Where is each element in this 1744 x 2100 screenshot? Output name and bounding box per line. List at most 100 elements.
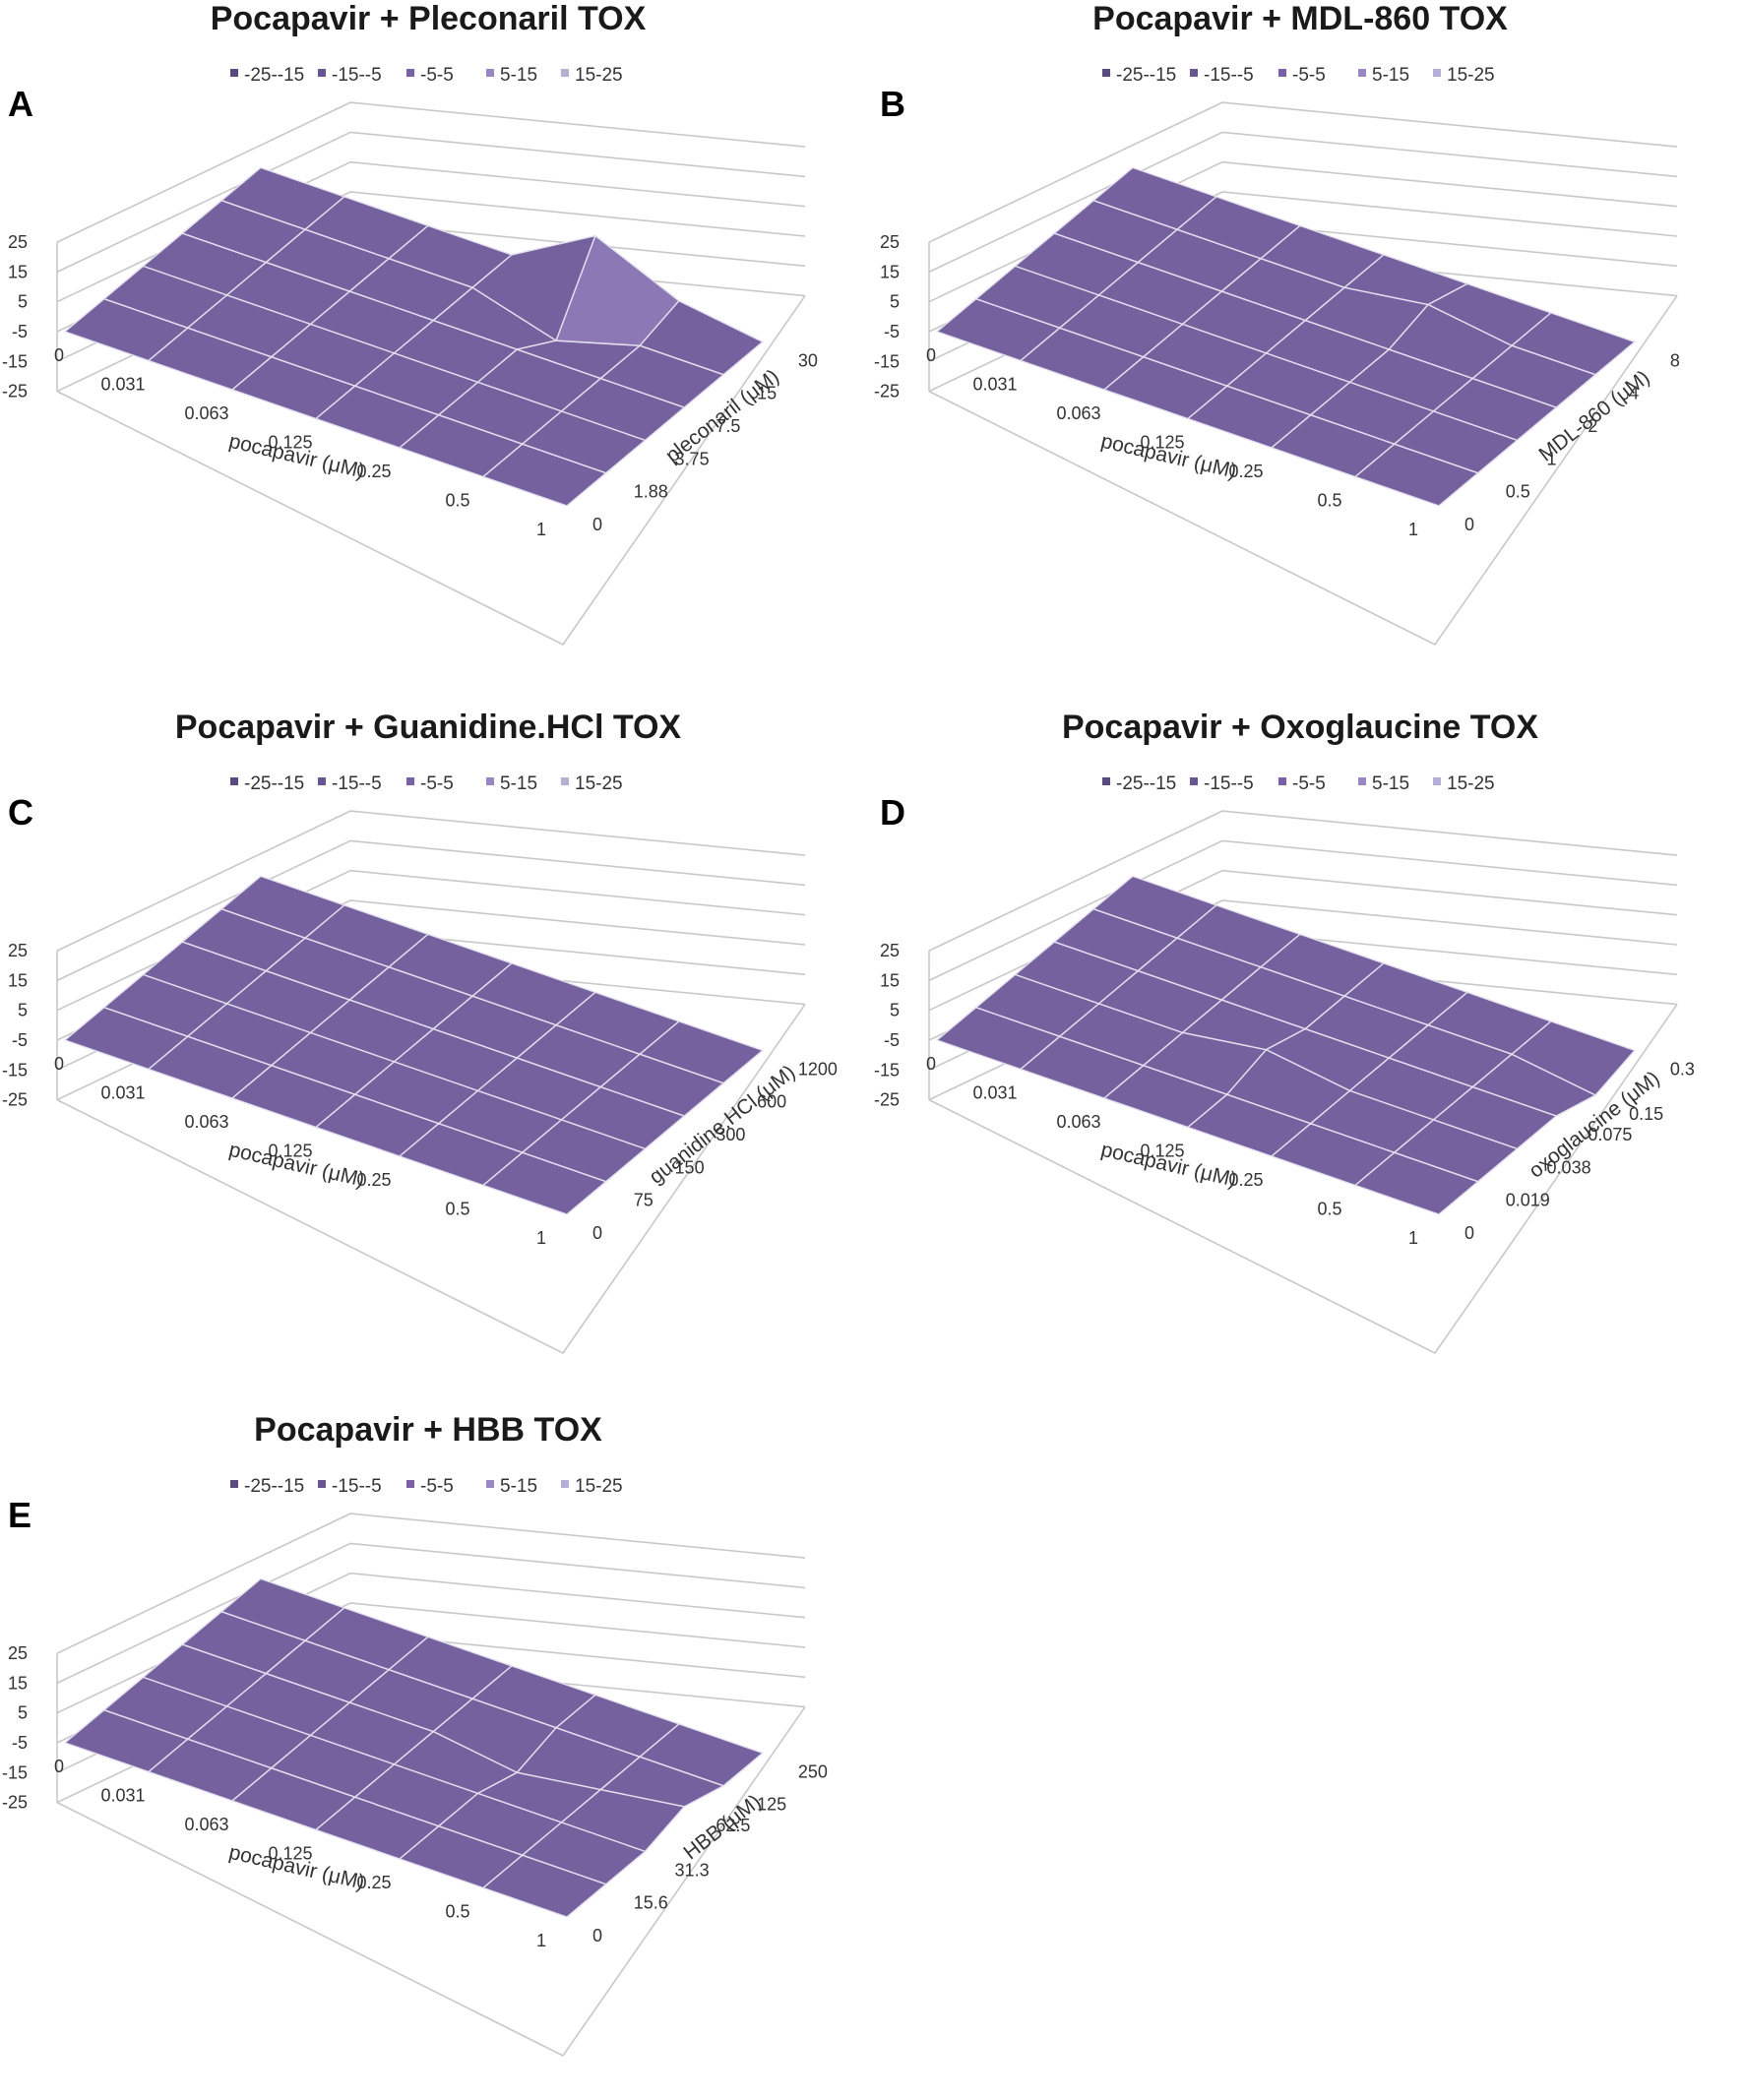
x-tick-label: 0.125 [268,433,312,453]
legend-label: -5-5 [420,773,454,794]
z-gridline [56,810,806,952]
legend-label: 5-15 [500,773,537,794]
x-tick-label: 0.25 [356,1873,391,1892]
legend-swatch [1190,69,1198,77]
floor-outline [56,1004,806,1355]
legend-label: 5-15 [1372,65,1409,86]
x-tick-label: 0.125 [268,1844,312,1864]
y-tick-label: 31.3 [675,1860,710,1880]
chart-panel-a: Pocapavir + Pleconaril TOX A -25--15 -15--5… [0,0,872,689]
legend-label: 5-15 [500,65,537,86]
legend-label: -5-5 [420,1476,454,1497]
legend-label: -15--5 [332,773,382,794]
surface-chart-svg: Pocapavir + Guanidine.HCl TOX C -25--15 -15… [2,709,838,1355]
y-tick-label: 8 [1670,350,1680,370]
y-tick-label: 0.3 [1670,1059,1695,1079]
y-tick-label: 300 [716,1125,745,1144]
x-tick-label: 0 [54,345,64,365]
x-tick-label: 0.063 [184,1815,228,1834]
z-tick-label: -5 [12,322,28,341]
z-gridline [928,101,1678,243]
panel-letter: E [8,1495,31,1535]
z-tick-label: -25 [2,382,28,401]
z-tick-label: -25 [2,1793,28,1813]
legend-swatch [318,69,326,77]
y-tick-label: 600 [757,1092,786,1112]
x-tick-label: 0 [926,345,936,365]
x-tick-label: 0.031 [100,375,145,395]
legend-label: -25--15 [1116,773,1176,794]
surface-cell [638,1020,765,1084]
z-tick-label: 25 [880,941,900,960]
legend-label: -15--5 [332,1476,382,1497]
legend-label: 15-25 [575,773,623,794]
z-gridline [928,131,1678,274]
z-tick-label: 5 [18,1703,28,1723]
z-tick-label: -25 [2,1090,28,1110]
legend-swatch [561,777,569,785]
legend-swatch [318,1480,326,1488]
surface-cell [1510,1020,1637,1096]
x-tick-label: 0.25 [1228,1170,1263,1190]
y-tick-label: 0.075 [1588,1125,1632,1144]
legend-label: 15-25 [575,1476,623,1497]
z-tick-label: 15 [880,970,900,990]
z-tick-label: -15 [874,1060,900,1080]
z-gridline [56,131,806,274]
y-tick-label: 3.75 [675,449,710,468]
chart-panel-b: Pocapavir + MDL-860 TOX B -25--15 -15--5 -5-… [872,0,1744,689]
y-tick-label: 0 [592,1926,602,1946]
legend-label: -5-5 [1292,65,1326,86]
legend-swatch [561,69,569,77]
x-tick-label: 0 [54,1757,64,1776]
legend-label: -15--5 [1204,65,1254,86]
z-tick-label: 5 [890,1001,900,1020]
z-gridline [928,839,1678,982]
legend-swatch [406,777,414,785]
panel-letter: B [880,84,905,124]
y-tick-label: 1 [1547,449,1557,468]
z-gridline [928,810,1678,952]
z-tick-label: -15 [874,351,900,371]
x-tick-label: 1 [536,1931,546,1950]
x-tick-label: 0.031 [100,1083,145,1103]
z-gridline [56,1542,806,1685]
legend-swatch [406,1480,414,1488]
x-tick-label: 0 [926,1054,936,1074]
legend-swatch [1102,69,1110,77]
x-tick-label: 1 [1408,520,1418,539]
x-tick-label: 0.25 [1228,462,1263,481]
z-tick-label: -15 [2,1060,28,1080]
x-tick-label: 0.063 [184,1112,228,1132]
legend-swatch [230,777,238,785]
legend-swatch [486,777,494,785]
x-tick-label: 0 [54,1054,64,1074]
surface-cell [638,1723,765,1787]
floor-outline [56,295,806,647]
z-tick-label: -25 [874,382,900,401]
z-tick-label: 15 [8,970,28,990]
x-tick-label: 1 [536,1228,546,1248]
legend-label: -15--5 [1204,773,1254,794]
legend-label: -5-5 [1292,773,1326,794]
y-tick-label: 0 [1464,1223,1474,1243]
z-tick-label: 25 [8,232,28,252]
z-tick-label: 15 [8,1673,28,1693]
legend-label: -5-5 [420,65,454,86]
y-tick-label: 250 [798,1761,828,1781]
y-tick-label: 0.038 [1547,1157,1591,1177]
y-tick-label: 30 [798,350,818,370]
legend-swatch [1278,69,1286,77]
legend-swatch [1278,777,1286,785]
z-gridline [56,160,806,303]
z-gridline [56,101,806,243]
legend-swatch [1433,777,1441,785]
z-tick-label: 15 [880,262,900,281]
y-tick-label: 125 [757,1795,786,1815]
floor-outline [928,1004,1678,1355]
x-tick-label: 0.125 [268,1142,312,1161]
z-gridline [56,839,806,982]
surface-chart-svg: Pocapavir + Oxoglaucine TOX D -25--15 -15--… [874,709,1695,1355]
